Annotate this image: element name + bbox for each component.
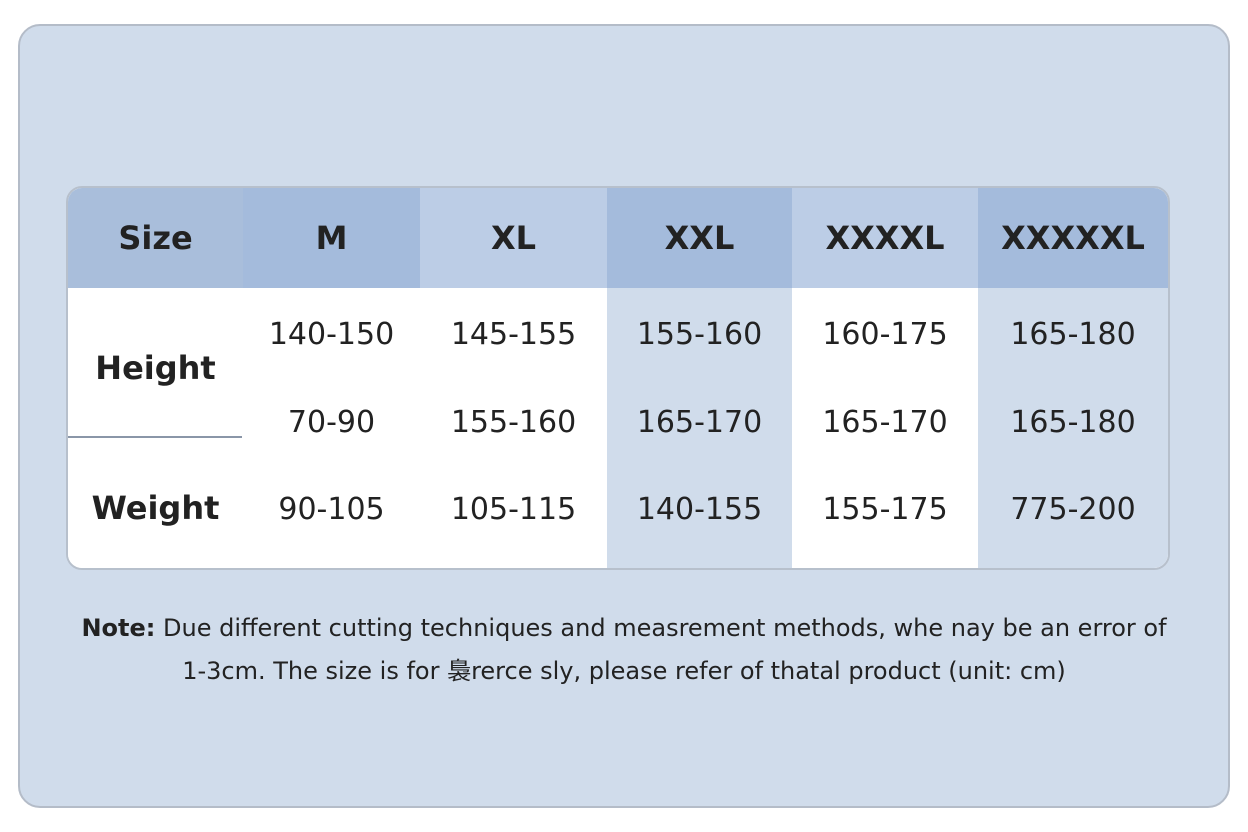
header-cell: XL — [420, 188, 607, 288]
value-cell: 155-160 — [636, 316, 763, 352]
header-cell: Size — [68, 188, 243, 288]
column-bg — [420, 288, 607, 568]
value-cell: 165-180 — [1010, 316, 1136, 352]
note-line: Note: Due different cutting techniques a… — [0, 614, 1248, 642]
value-cell: 160-175 — [822, 316, 948, 352]
row-label: Height — [95, 349, 216, 387]
note-line: 1-3cm. The size is for 裊rerce sly, pleas… — [182, 657, 1066, 685]
value-cell: 165-180 — [1010, 404, 1136, 440]
value-cell: 775-200 — [1010, 491, 1136, 527]
value-cell: 140-150 — [268, 316, 395, 352]
row-label: Weight — [91, 489, 220, 527]
size-table: Size M XL XXL XXXXL XXXXXL Height Weight 140-150… — [66, 186, 1170, 570]
header-cell: M — [243, 188, 420, 288]
value-cell: 155-160 — [450, 404, 577, 440]
column-bg — [68, 288, 243, 568]
column-bg — [243, 288, 420, 568]
note-label: Note: — [81, 614, 156, 642]
column-bg — [978, 288, 1168, 568]
column-bg — [607, 288, 792, 568]
value-cell: 70-90 — [287, 404, 376, 440]
column-bg — [792, 288, 978, 568]
value-cell: 155-175 — [822, 491, 948, 527]
value-cell: 90-105 — [278, 491, 385, 527]
value-cell: 145-155 — [450, 316, 577, 352]
note-text: Due different cutting techniques and mea… — [163, 614, 1167, 642]
value-cell: 165-170 — [822, 404, 948, 440]
value-cell: 165-170 — [636, 404, 763, 440]
header-cell: XXL — [607, 188, 792, 288]
row-separator — [68, 436, 242, 438]
header-cell: XXXXXL — [978, 188, 1168, 288]
header-cell: XXXXL — [792, 188, 978, 288]
value-cell: 140-155 — [636, 491, 763, 527]
value-cell: 105-115 — [450, 491, 577, 527]
